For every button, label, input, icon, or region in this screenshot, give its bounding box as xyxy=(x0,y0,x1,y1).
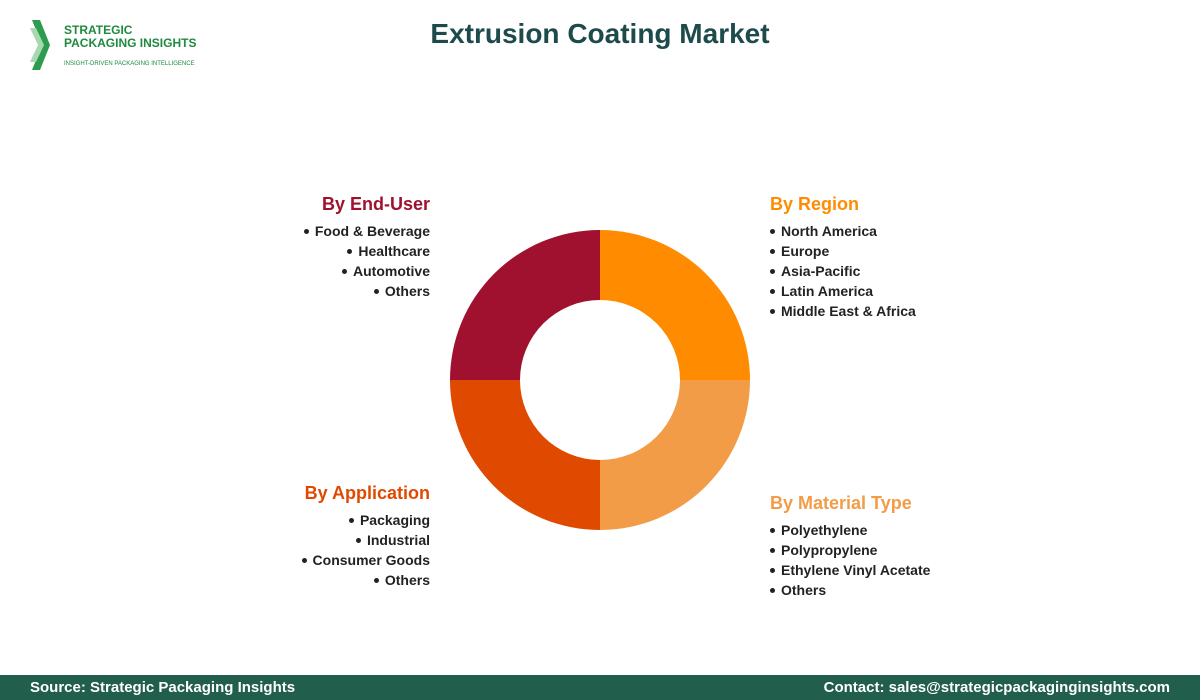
bullet xyxy=(303,228,309,234)
segment: By End-User Food & Beverage Healthcare Auto… xyxy=(130,193,430,301)
segment: By Region North America Europe Asia-Pacific… xyxy=(770,193,1070,321)
title: Extrusion Coating Market xyxy=(430,18,770,49)
item-text: Europe xyxy=(781,243,830,259)
item-text: Others xyxy=(781,582,827,598)
segment-item: Automotive xyxy=(130,261,430,281)
source: Source: Strategic Packaging Insights xyxy=(30,679,296,696)
contact: Contact: sales@strategicpackaginginsight… xyxy=(823,679,1170,696)
segment-item: Polyethylene xyxy=(770,520,1070,540)
segment-item: Industrial xyxy=(130,530,430,550)
segment-title: By Application xyxy=(304,483,430,503)
segment-list: Polyethylene Polypropylene Ethylene Vinyl … xyxy=(770,520,1070,600)
item-text: Consumer Goods xyxy=(312,552,430,568)
segment-item: Middle East & Africa xyxy=(770,301,1070,321)
segment-item: Healthcare xyxy=(130,241,430,261)
bullet xyxy=(373,577,379,583)
segment-item: Others xyxy=(130,281,430,301)
segment-item: Europe xyxy=(770,241,1070,261)
segment: By Application Packaging Industrial Consume… xyxy=(130,482,430,590)
segment-item: Ethylene Vinyl Acetate xyxy=(770,560,1070,580)
item-text: Others xyxy=(384,283,430,299)
segment-item: North America xyxy=(770,221,1070,241)
bullet xyxy=(355,537,361,543)
segment-item: Food & Beverage xyxy=(130,221,430,241)
logo-mark xyxy=(30,20,50,70)
item-text: Ethylene Vinyl Acetate xyxy=(781,562,931,578)
item-text: Packaging xyxy=(359,512,430,528)
logo-name: STRATEGIC PACKAGING INSIGHTS xyxy=(64,24,196,50)
bullet xyxy=(301,557,307,563)
item-text: Asia-Pacific xyxy=(781,263,861,279)
footer: Source: Strategic Packaging Insights Con… xyxy=(0,675,1200,700)
bullet xyxy=(770,288,775,294)
segment-title: By End-User xyxy=(321,194,430,214)
segment-title: By Region xyxy=(770,194,860,214)
item-text: Polyethylene xyxy=(781,522,868,538)
item-text: Food & Beverage xyxy=(314,223,430,239)
bullet xyxy=(770,527,775,533)
segment-list: North America Europe Asia-Pacific Latin Ame… xyxy=(770,221,1070,321)
donut-segment xyxy=(450,230,600,380)
donut-segment xyxy=(600,230,750,380)
item-text: Latin America xyxy=(781,283,874,299)
item-text: Automotive xyxy=(353,263,430,279)
bullet xyxy=(770,567,775,573)
segment-item: Latin America xyxy=(770,281,1070,301)
segment-item: Others xyxy=(770,580,1070,600)
bullet xyxy=(770,228,775,234)
donut-segment xyxy=(450,380,600,530)
item-text: Healthcare xyxy=(358,243,430,259)
item-text: Polypropylene xyxy=(781,542,878,558)
bullet xyxy=(770,308,775,314)
segment-item: Asia-Pacific xyxy=(770,261,1070,281)
logo-tagline: INSIGHT-DRIVEN PACKAGING INTELLIGENCE xyxy=(64,61,195,67)
item-text: North America xyxy=(781,223,877,239)
segment-list: Packaging Industrial Consumer Goods Others xyxy=(130,510,430,590)
item-text: Industrial xyxy=(366,532,430,548)
segment-item: Polypropylene xyxy=(770,540,1070,560)
logo-line: STRATEGIC xyxy=(64,23,133,37)
bullet xyxy=(770,268,775,274)
bullet xyxy=(373,288,379,294)
segment: By Material Type Polyethylene Polypropylen… xyxy=(770,492,1070,600)
segment-item: Consumer Goods xyxy=(130,550,430,570)
segment-item: Others xyxy=(130,570,430,590)
bullet xyxy=(347,248,353,254)
segment-list: Food & Beverage Healthcare Automotive Other… xyxy=(130,221,430,301)
segment-item: Packaging xyxy=(130,510,430,530)
item-text: Middle East & Africa xyxy=(781,303,916,319)
segment-title: By Material Type xyxy=(770,493,912,513)
logo-line: PACKAGING INSIGHTS xyxy=(64,36,197,50)
bullet xyxy=(348,517,354,523)
item-text: Others xyxy=(384,572,430,588)
bullet xyxy=(770,587,775,593)
donut-segment xyxy=(600,380,750,530)
bullet xyxy=(342,268,347,274)
bullet xyxy=(770,248,775,254)
bullet xyxy=(770,547,775,553)
